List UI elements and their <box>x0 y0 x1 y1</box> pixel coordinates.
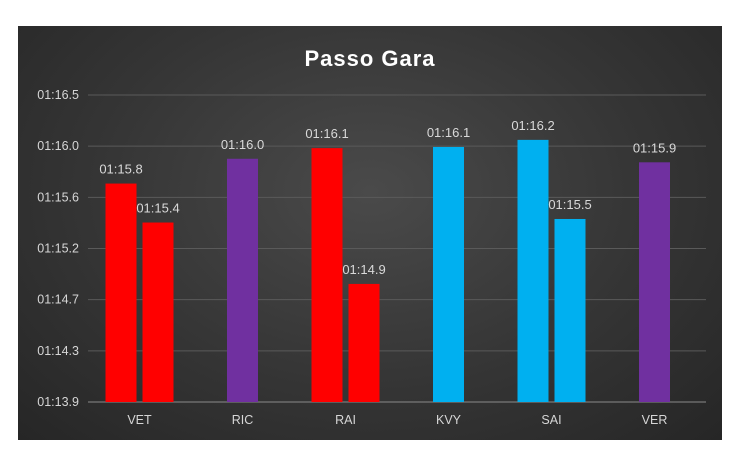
x-tick-label: KVY <box>436 413 462 427</box>
data-label-sai-2: 01:15.5 <box>548 197 591 212</box>
data-label-rai-2: 01:14.9 <box>342 262 385 277</box>
data-labels: 01:15.8 01:15.4 01:16.0 01:16.1 01:14.9 01:16… <box>99 118 676 277</box>
y-tick-label: 01:15.2 <box>37 242 79 256</box>
bars <box>105 139 670 402</box>
x-axis-tick-labels: VET RIC RAI KVY SAI VER <box>127 413 667 427</box>
bar-ric-1 <box>227 158 258 402</box>
y-tick-label: 01:14.3 <box>37 344 79 358</box>
data-label-vet-1: 01:15.8 <box>99 162 142 177</box>
chart-panel: Passo Gara 01:13.9 01:14.3 01:14.7 01:15.2 0… <box>18 26 722 440</box>
bar-chart: Passo Gara 01:13.901:14.301:14.701:15.20… <box>37 46 706 427</box>
data-label-vet-2: 01:15.4 <box>136 201 179 216</box>
bar-kvy-1 <box>433 146 464 402</box>
data-label-rai-1: 01:16.1 <box>305 126 348 141</box>
bar-sai-1 <box>517 139 549 402</box>
y-axis-tick-labels: 01:13.9 01:14.3 01:14.7 01:15.2 01:15.6 01:16… <box>37 88 79 409</box>
y-tick-label: 01:16.5 <box>37 88 79 102</box>
data-label-sai-1: 01:16.2 <box>511 118 554 133</box>
bar-rai-2 <box>348 283 380 402</box>
x-tick-label: RIC <box>232 413 254 427</box>
bar-sai-2 <box>554 218 586 402</box>
y-tick-label: 01:15.6 <box>37 190 79 204</box>
x-tick-label: RAI <box>335 413 356 427</box>
x-tick-label: VER <box>642 413 668 427</box>
data-label-ric-1: 01:16.0 <box>221 137 264 152</box>
y-tick-label: 01:13.9 <box>37 395 79 409</box>
bar-vet-1 <box>105 183 137 402</box>
bar-vet-2 <box>142 222 174 402</box>
data-label-ver-1: 01:15.9 <box>633 140 676 155</box>
chart-title: Passo Gara <box>304 46 435 71</box>
bar-rai-1 <box>311 148 343 402</box>
x-tick-label: VET <box>127 413 152 427</box>
y-tick-label: 01:16.0 <box>37 139 79 153</box>
bar-ver-1 <box>639 162 670 402</box>
y-tick-label: 01:14.7 <box>37 293 79 307</box>
data-label-kvy-1: 01:16.1 <box>427 125 470 140</box>
x-tick-label: SAI <box>541 413 561 427</box>
gridlines <box>88 94 706 352</box>
